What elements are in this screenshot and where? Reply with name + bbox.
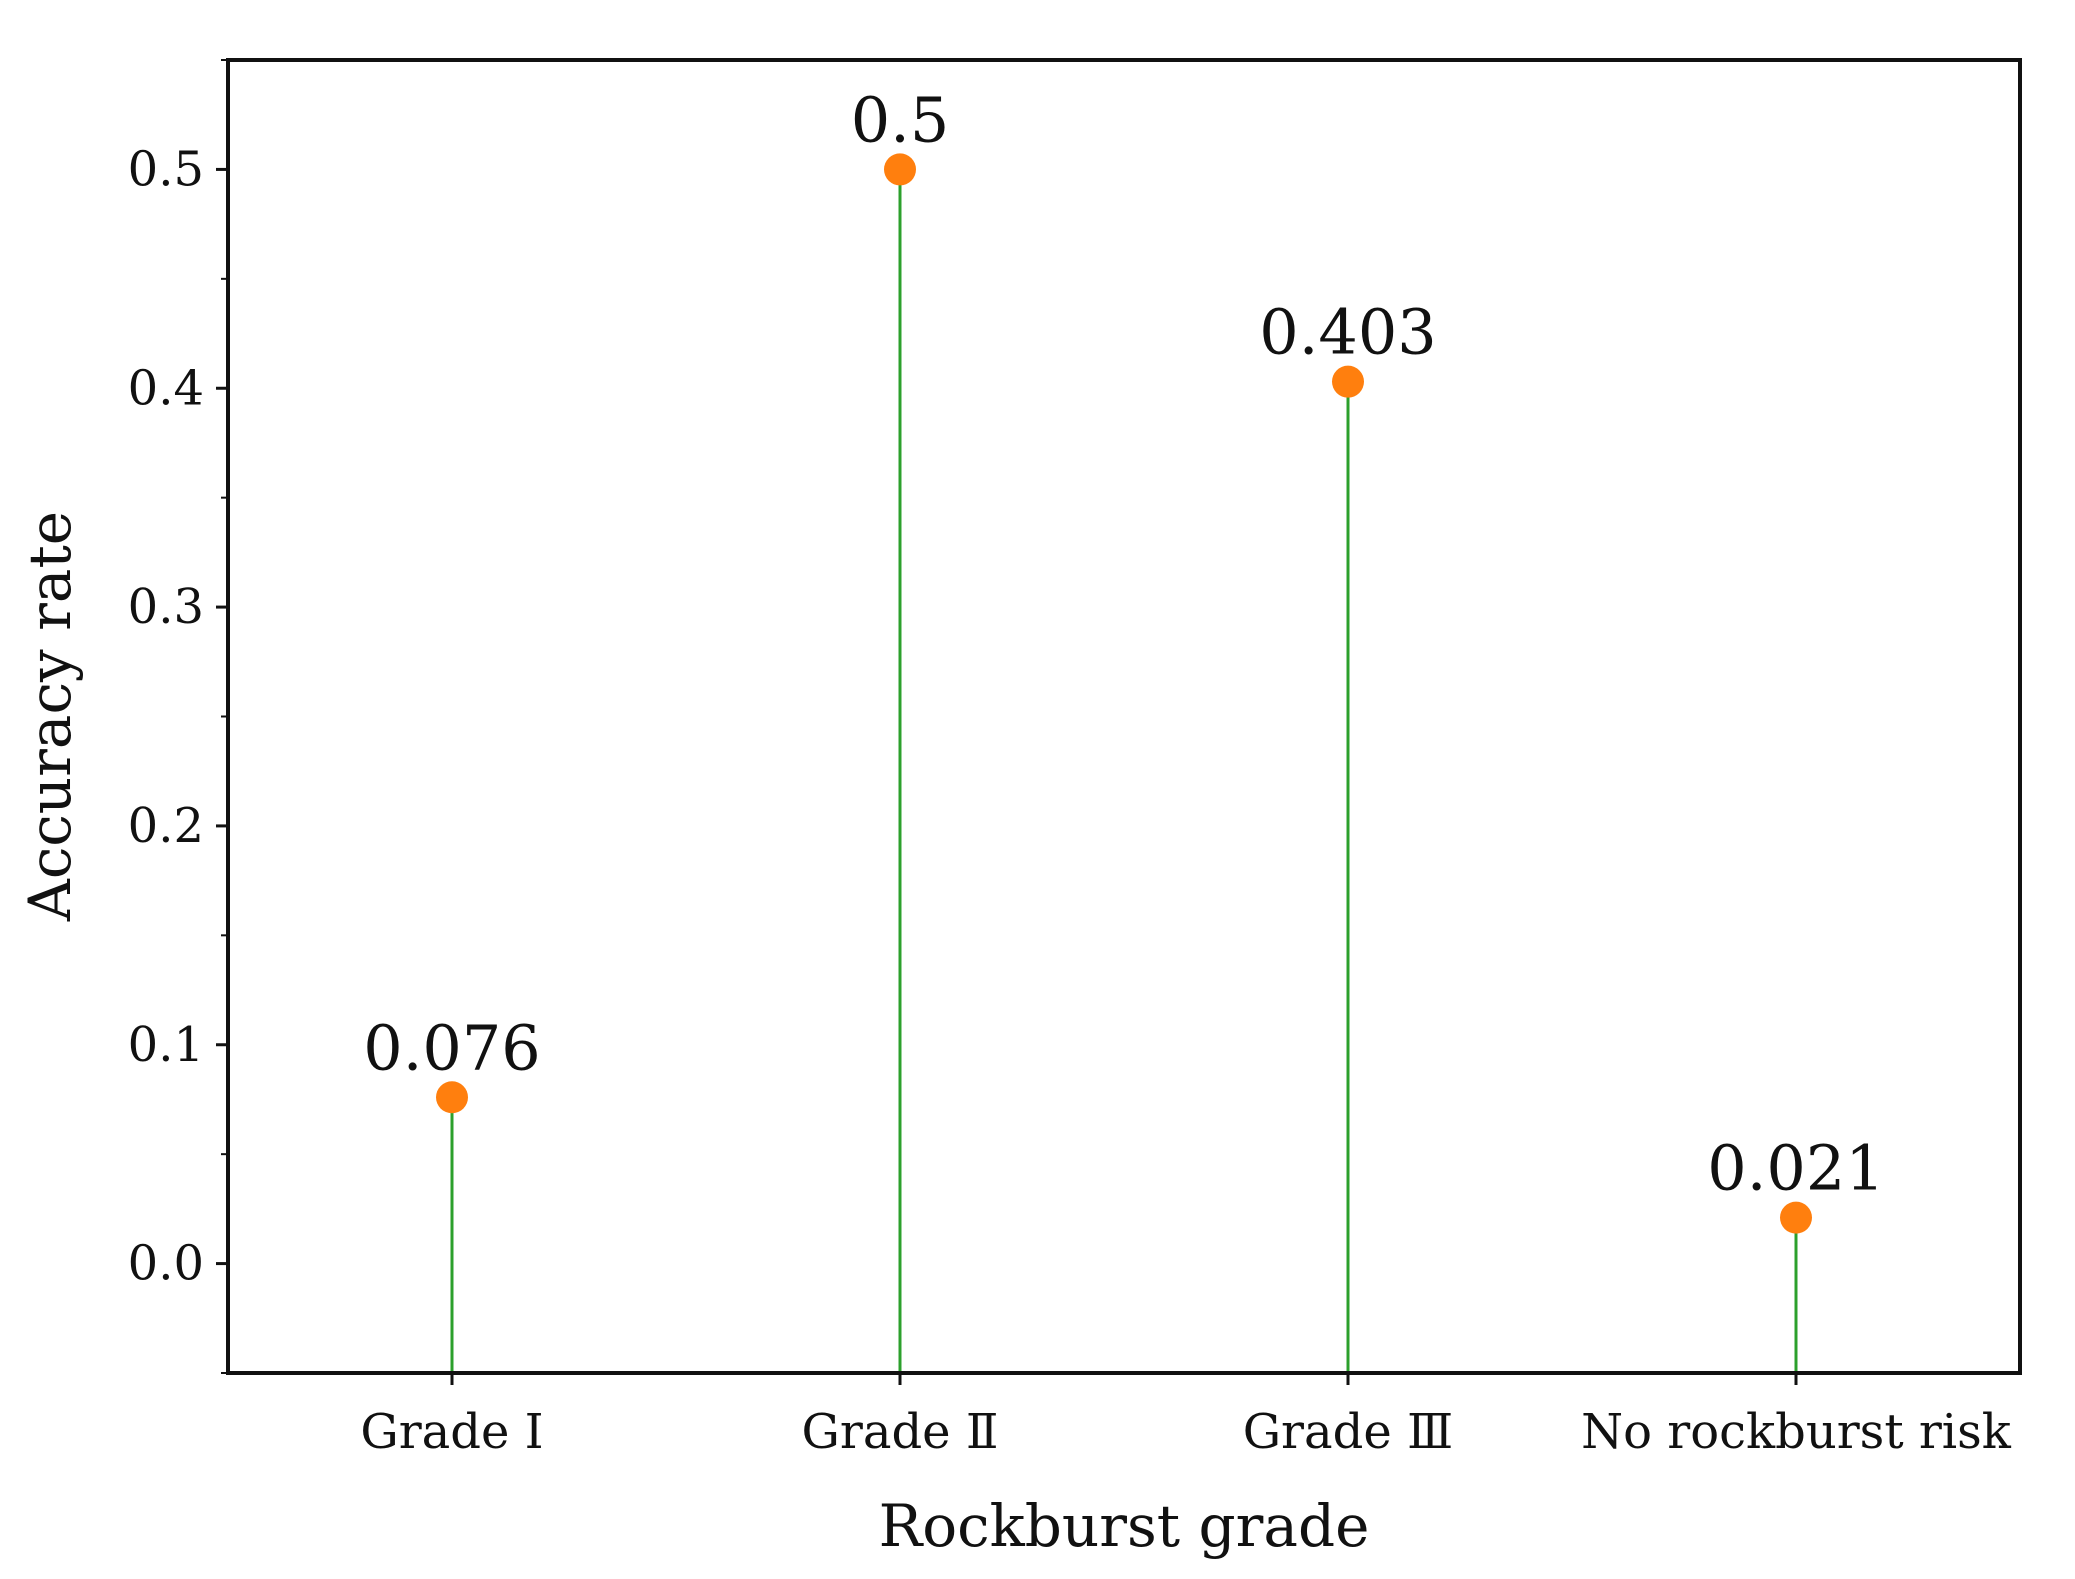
y-tick-label: 0.1 — [128, 1017, 204, 1073]
markers-group — [436, 153, 1812, 1234]
data-label: 0.5 — [851, 83, 950, 156]
y-tick-label: 0.3 — [128, 579, 204, 635]
plot-frame — [226, 58, 2022, 1375]
y-tick-label: 0.4 — [128, 360, 204, 416]
y-axis-ticks: 0.0 0.1 0.2 0.3 0.4 0.5 — [128, 59, 228, 1374]
stems-group — [450, 169, 1798, 1373]
x-axis-title: Rockburst grade — [879, 1492, 1370, 1560]
x-tick-label: Grade Ⅱ — [802, 1404, 999, 1460]
x-tick-label: Grade Ⅰ — [360, 1404, 543, 1460]
stem-marker — [436, 1081, 468, 1114]
stem-marker — [884, 153, 916, 186]
stem-marker — [1332, 365, 1364, 398]
data-labels-group: 0.076 0.5 0.403 0.021 — [363, 83, 1885, 1204]
x-tick-label: No rockburst risk — [1581, 1404, 2012, 1460]
y-tick-label: 0.2 — [128, 798, 204, 854]
y-tick-label: 0.0 — [128, 1236, 204, 1292]
data-label: 0.021 — [1707, 1132, 1885, 1205]
y-tick-label: 0.5 — [128, 141, 204, 197]
data-label: 0.403 — [1259, 296, 1437, 369]
x-tick-label: Grade Ⅲ — [1243, 1404, 1454, 1460]
x-axis-ticks: Grade Ⅰ Grade Ⅱ Grade Ⅲ No rockburst risk — [360, 1373, 2012, 1460]
data-label: 0.076 — [363, 1011, 541, 1084]
stem-marker — [1780, 1201, 1812, 1234]
y-axis-title: Accuracy rate — [16, 511, 84, 922]
